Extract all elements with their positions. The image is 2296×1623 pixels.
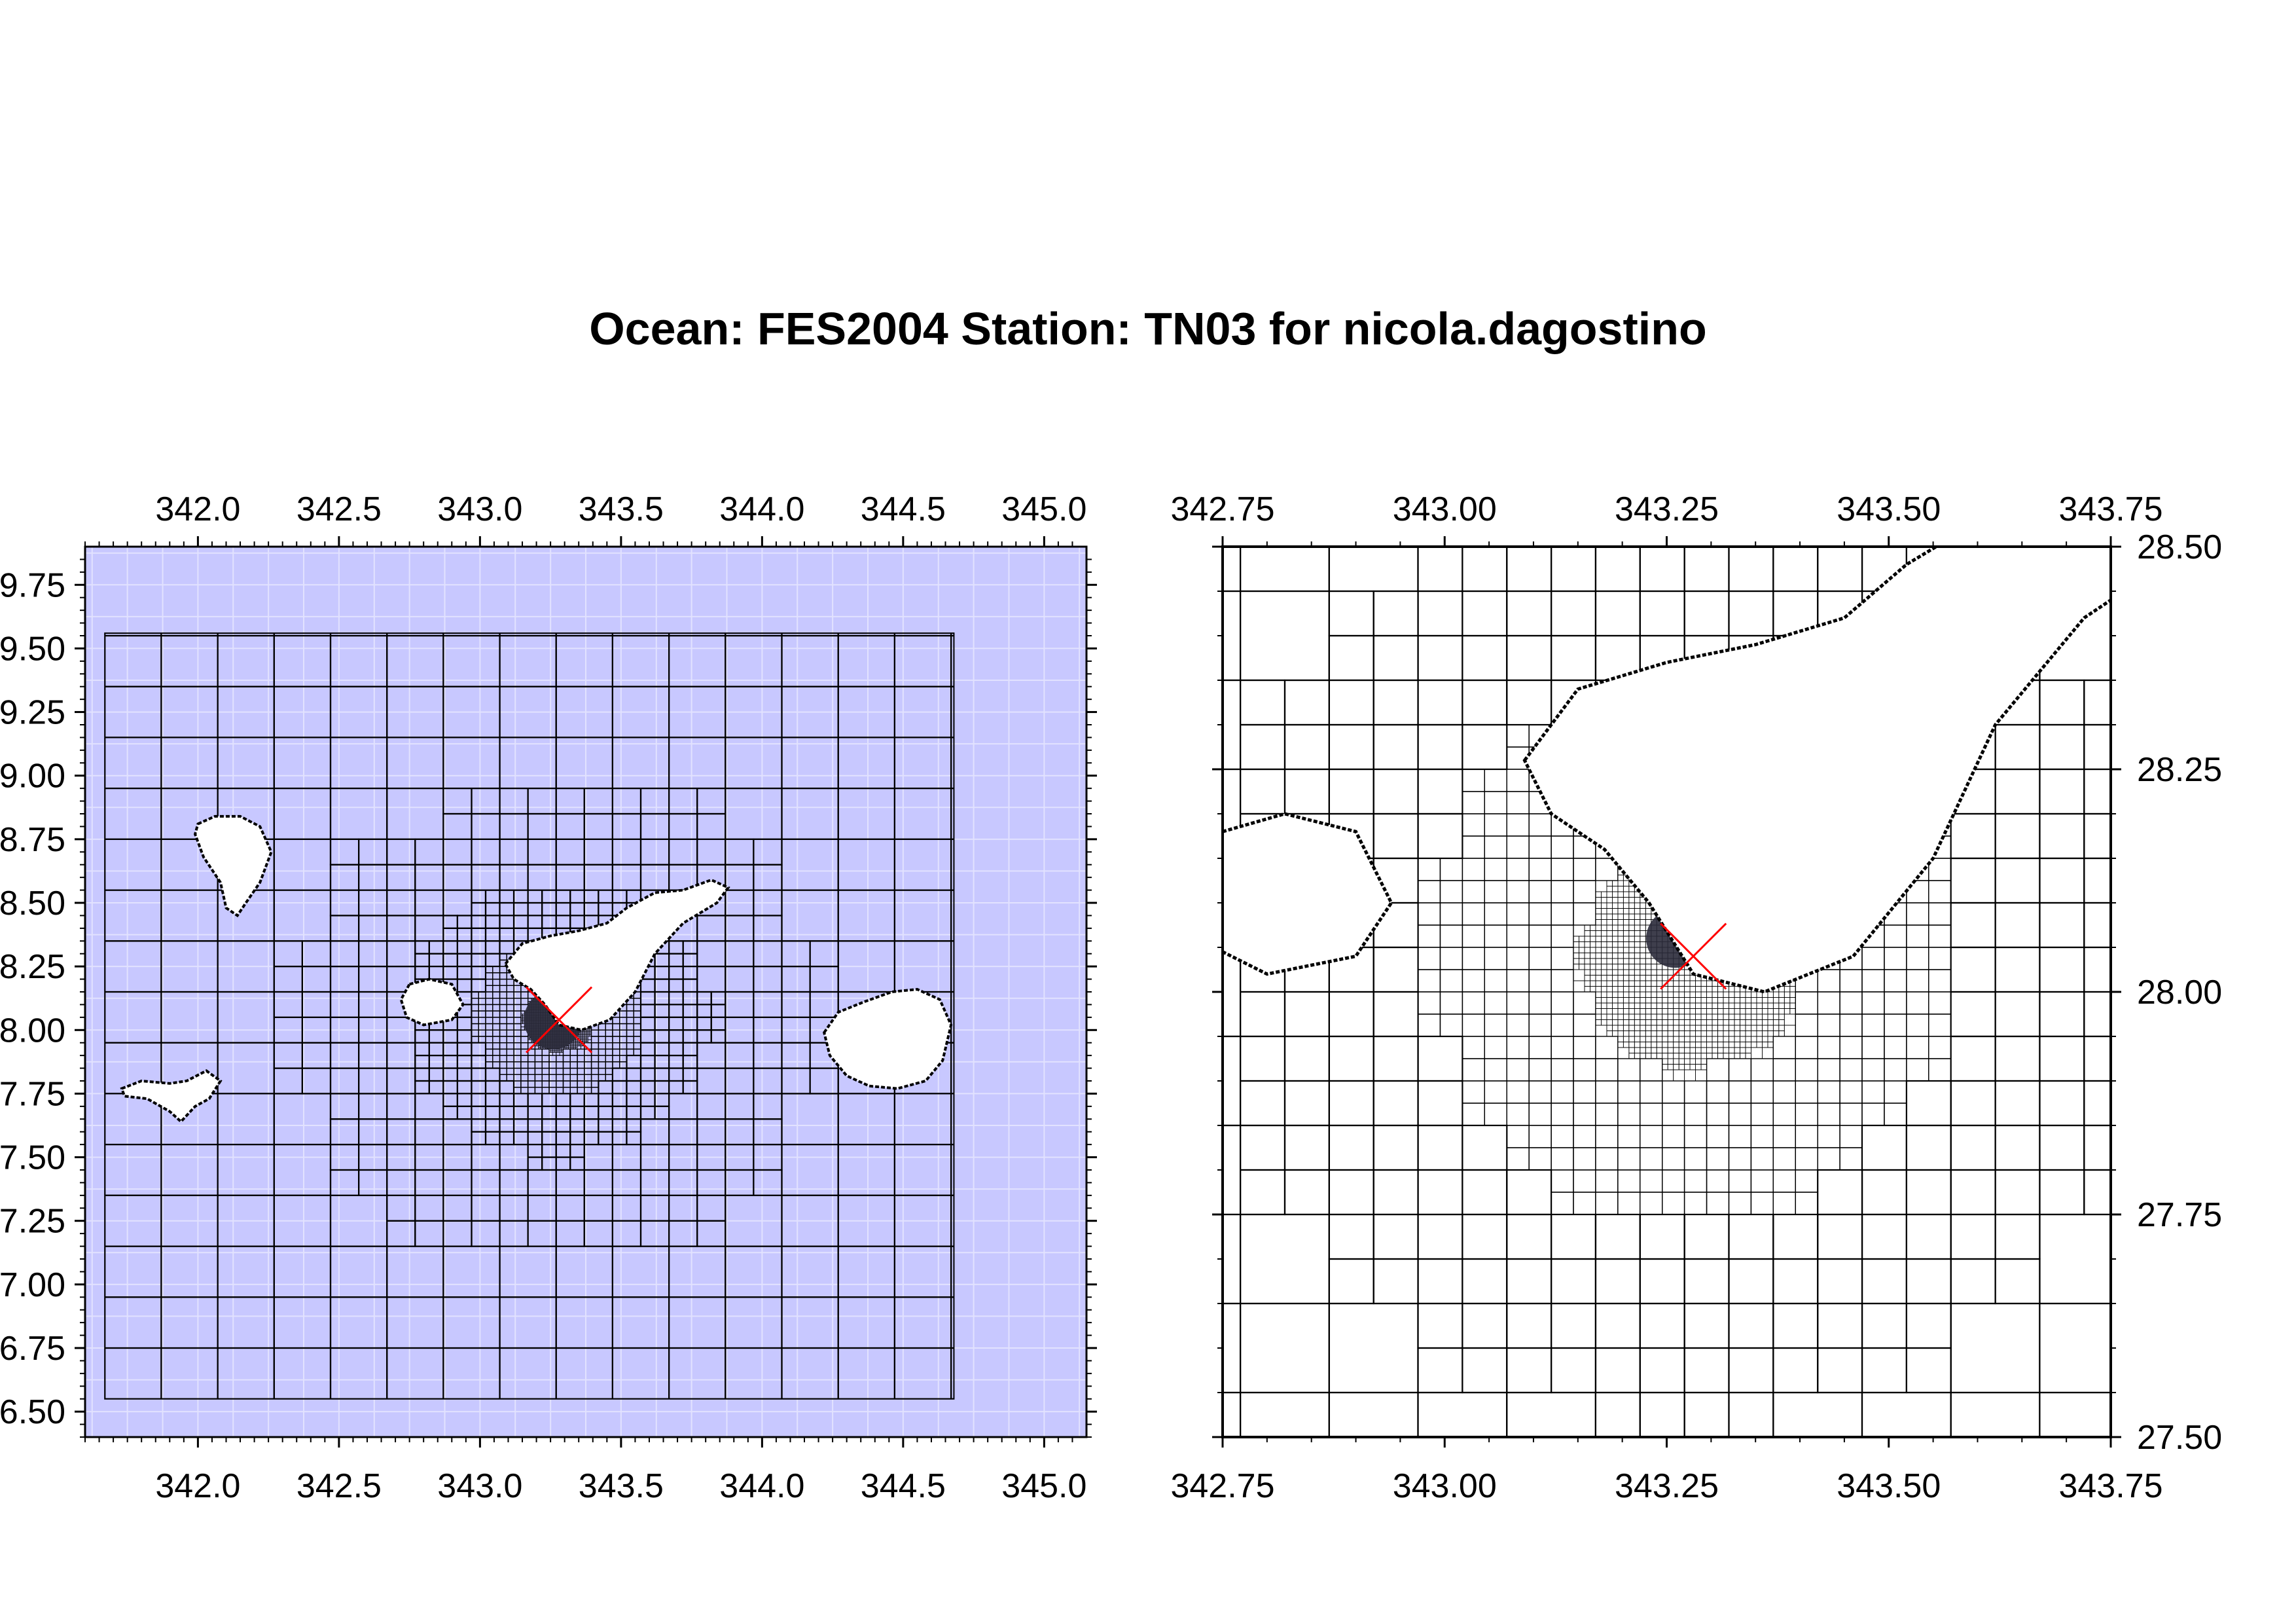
x-tick-label-top: 343.00 <box>1393 490 1497 528</box>
x-tick-label-bottom: 342.5 <box>296 1467 382 1505</box>
axis-ticks: 342.0 342.0 342.5 342.5 343.0 343.0 343.5 343.5… <box>0 490 1097 1505</box>
island-grancan <box>823 988 953 1090</box>
x-tick-label-top: 343.5 <box>579 490 664 528</box>
y-tick-label-left: 26.50 <box>0 1393 65 1431</box>
x-tick-label-top: 342.5 <box>296 490 382 528</box>
x-tick-label-bottom: 343.25 <box>1615 1467 1719 1505</box>
x-tick-label-bottom: 345.0 <box>1001 1467 1086 1505</box>
x-tick-label-bottom: 343.0 <box>437 1467 522 1505</box>
station-marker <box>1660 922 1727 990</box>
y-tick-label-left: 28.00 <box>0 1012 65 1049</box>
y-tick-label-left: 26.75 <box>0 1330 65 1368</box>
axis-ticks: 342.75 342.75 343.00 343.00 343.25 343.25 343.… <box>1170 490 2222 1505</box>
y-tick-label-left: 29.75 <box>0 566 65 604</box>
y-tick-label-left: 28.25 <box>0 948 65 986</box>
y-tick-label-right: 27.75 <box>2137 1196 2222 1234</box>
y-tick-label-left: 29.00 <box>0 757 65 795</box>
y-tick-label-left: 28.75 <box>0 821 65 859</box>
island-tenerife <box>1522 547 2111 994</box>
island-landmasses <box>120 814 953 1124</box>
x-tick-label-top: 343.75 <box>2058 490 2162 528</box>
x-tick-label-top: 343.0 <box>437 490 522 528</box>
y-tick-label-right: 28.50 <box>2137 528 2222 566</box>
y-tick-label-left: 29.50 <box>0 630 65 668</box>
y-tick-label-left: 27.50 <box>0 1139 65 1177</box>
overview-map-panel: 342.0 342.0 342.5 342.5 343.0 343.0 343.5 343.5… <box>0 490 1097 1505</box>
y-tick-label-right: 28.00 <box>2137 974 2222 1012</box>
station-cross-line <box>1660 922 1727 990</box>
y-tick-label-left: 27.75 <box>0 1075 65 1113</box>
island-landmasses <box>1223 547 2111 994</box>
plot-title: Ocean: FES2004 Station: TN03 for nicola.… <box>589 303 1707 354</box>
x-tick-label-top: 343.25 <box>1615 490 1719 528</box>
x-tick-label-top: 344.0 <box>719 490 804 528</box>
x-tick-label-top: 344.5 <box>861 490 946 528</box>
y-tick-label-left: 27.00 <box>0 1266 65 1304</box>
station-cross-line <box>525 986 593 1053</box>
zoom-map-panel: 342.75 342.75 343.00 343.00 343.25 343.25 343.… <box>1170 490 2222 1505</box>
y-tick-label-left: 29.25 <box>0 694 65 732</box>
island-gomera <box>399 977 465 1027</box>
x-tick-label-top: 343.50 <box>1837 490 1941 528</box>
x-tick-label-bottom: 343.50 <box>1837 1467 1941 1505</box>
x-tick-label-bottom: 344.5 <box>861 1467 946 1505</box>
x-tick-label-top: 342.75 <box>1170 490 1274 528</box>
island-gomera <box>1223 812 1393 976</box>
x-tick-label-bottom: 343.00 <box>1393 1467 1497 1505</box>
x-tick-label-bottom: 343.75 <box>2058 1467 2162 1505</box>
island-lapalma <box>194 814 273 918</box>
y-tick-label-right: 27.50 <box>2137 1419 2222 1457</box>
x-tick-label-top: 342.0 <box>155 490 240 528</box>
x-tick-label-bottom: 343.5 <box>579 1467 664 1505</box>
station-marker <box>525 986 593 1053</box>
y-tick-label-left: 28.50 <box>0 884 65 922</box>
x-tick-label-bottom: 342.75 <box>1170 1467 1274 1505</box>
y-tick-label-right: 28.25 <box>2137 751 2222 789</box>
x-tick-label-top: 345.0 <box>1001 490 1086 528</box>
x-tick-label-bottom: 342.0 <box>155 1467 240 1505</box>
island-hierro <box>120 1069 223 1124</box>
y-tick-label-left: 27.25 <box>0 1203 65 1241</box>
x-tick-label-bottom: 344.0 <box>719 1467 804 1505</box>
